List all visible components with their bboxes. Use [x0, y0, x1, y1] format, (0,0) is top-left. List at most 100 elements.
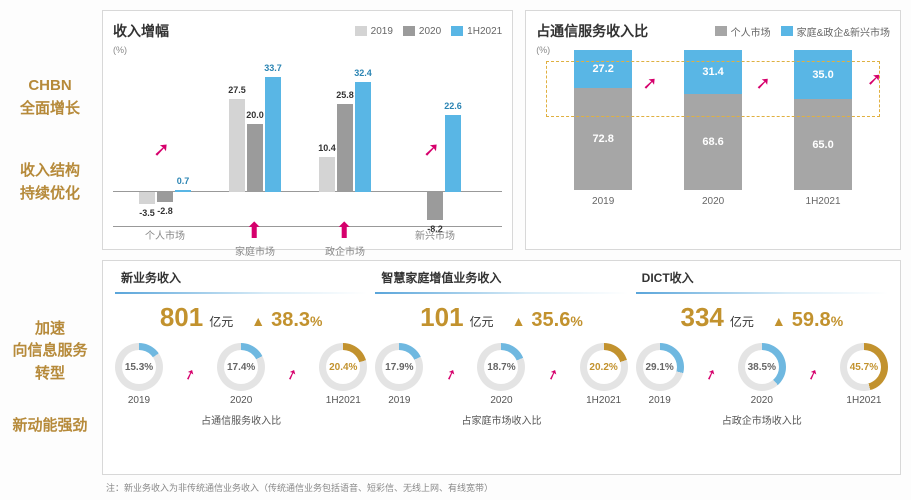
swatch: [403, 26, 415, 36]
donut: 20.2%1H2021: [580, 343, 628, 406]
metric-unit: 亿元: [209, 313, 233, 330]
donut-row: 17.9%2019➚18.7%2020➚20.2%1H2021: [375, 343, 627, 406]
donut: 45.7% 1H2021: [840, 343, 888, 406]
bottom-row: 加速向信息服务转型 新动能强劲 新业务收入801亿元▲38.3%15.3%201…: [10, 260, 901, 475]
trend-arrow-icon: ➚: [804, 365, 821, 385]
donut-pct: 45.7%: [847, 350, 881, 384]
category-label: 个人市场: [145, 227, 185, 242]
stacked-year: 2019: [592, 196, 614, 207]
donut-ring: 38.5%: [738, 343, 786, 391]
trend-arrow-icon: ➚: [442, 365, 459, 385]
legend-label: 个人市场: [731, 24, 771, 39]
bar-group: -3.5-2.80.7个人市场➚: [125, 57, 205, 226]
bar-set: 27.520.033.7: [229, 77, 281, 192]
gradient-bar: [115, 292, 367, 294]
donut-row: 29.1%2019➚38.5%2020➚45.7%1H2021: [636, 343, 888, 406]
metric-footer: 占通信服务收入比: [201, 412, 281, 427]
donut-pct: 15.3%: [122, 350, 156, 384]
donut-pct: 17.9%: [382, 350, 416, 384]
donut-year: 2019: [128, 395, 150, 406]
legend-label: 家庭&政企&新兴市场: [797, 24, 890, 39]
bar: 33.7: [265, 77, 281, 192]
label-transform: 加速向信息服务转型: [10, 318, 90, 386]
triangle-up-icon: ▲: [251, 313, 265, 329]
trend-arrow-icon: ➚: [423, 137, 440, 162]
gradient-bar: [375, 292, 627, 294]
bar-value: 27.5: [228, 85, 246, 95]
trend-arrow-icon: ➚: [284, 365, 301, 385]
metric-value: 334: [680, 302, 723, 333]
donut-pct: 20.4%: [326, 350, 360, 384]
donut: 29.1%2019: [636, 343, 684, 406]
donut: 20.4% 1H2021: [319, 343, 367, 406]
bar-value: 22.6: [444, 101, 462, 111]
label-momentum: 新动能强劲: [10, 415, 90, 438]
growth-legend: 2019 2020 1H2021: [355, 26, 503, 37]
bar: -2.8: [157, 192, 173, 202]
metric-value: 101: [420, 302, 463, 333]
legend-item: 家庭&政企&新兴市场: [781, 24, 890, 39]
category-label: 政企市场: [325, 243, 365, 258]
donut-year: 1H2021: [326, 395, 361, 406]
donut-ring: 18.7%: [477, 343, 525, 391]
metric-row: 801亿元▲38.3%: [115, 302, 367, 333]
swatch: [355, 26, 367, 36]
bar-value: -2.8: [157, 206, 173, 216]
bar: 27.5: [229, 99, 245, 193]
share-header: 占通信服务收入比 个人市场家庭&政企&新兴市场: [536, 21, 890, 41]
page: CHBN全面增长 收入结构持续优化 收入增幅 201920201H2021 (%…: [0, 0, 911, 500]
donut-ring: 15.3%: [115, 343, 163, 391]
metric-growth: 59.8%: [792, 309, 843, 332]
donut-year: 1H2021: [846, 395, 881, 406]
bottom-left-labels: 加速向信息服务转型 新动能强劲: [10, 260, 90, 475]
dashed-highlight: [546, 61, 880, 117]
metric-growth: 38.3%: [271, 309, 322, 332]
triangle-up-icon: ▲: [772, 313, 786, 329]
metric-title: 新业务收入: [121, 269, 181, 286]
donut-ring: 45.7%: [840, 343, 888, 391]
share-stacked-area: 27.272.8201931.468.6202035.065.01H2021➚➚…: [536, 57, 890, 227]
trend-arrow-icon: ➚: [182, 365, 199, 385]
up-arrow-icon: ⬆: [245, 218, 263, 244]
trend-arrow-icon: ➚: [867, 69, 882, 90]
bar: -3.5: [139, 192, 155, 204]
metric-title: 智慧家庭增值业务收入: [381, 269, 501, 286]
metric-col: 智慧家庭增值业务收入101亿元▲35.6%17.9%2019➚18.7%2020…: [371, 269, 631, 468]
donut: 17.9%2019: [375, 343, 423, 406]
metric-unit: 亿元: [470, 313, 494, 330]
legend-label: 2020: [419, 26, 441, 37]
donut-year: 2020: [751, 395, 773, 406]
legend-label: 2019: [371, 26, 393, 37]
top-panels: 收入增幅 201920201H2021 (%) -3.5-2.80.7个人市场➚…: [102, 10, 901, 250]
bar: 32.4: [355, 82, 371, 192]
swatch: [781, 26, 793, 36]
gradient-bar: [636, 292, 888, 294]
legend-item: 1H2021: [451, 26, 502, 37]
growth-chart-panel: 收入增幅 201920201H2021 (%) -3.5-2.80.7个人市场➚…: [102, 10, 513, 250]
triangle-up-icon: ▲: [512, 313, 526, 329]
donut-ring: 17.9%: [375, 343, 423, 391]
bar: -8.2: [427, 192, 443, 220]
metric-footer: 占家庭市场收入比: [461, 412, 541, 427]
bar-set: -3.5-2.80.7: [139, 180, 191, 192]
donut-pct: 18.7%: [484, 350, 518, 384]
metric-growth: 35.6%: [531, 309, 582, 332]
legend-label: 1H2021: [467, 26, 502, 37]
donut-ring: 29.1%: [636, 343, 684, 391]
legend-item: 2019: [355, 26, 393, 37]
metric-unit: 亿元: [730, 313, 754, 330]
donut-row: 15.3%2019➚17.4%2020➚20.4%1H2021: [115, 343, 367, 406]
top-row: CHBN全面增长 收入结构持续优化 收入增幅 201920201H2021 (%…: [10, 10, 901, 250]
donut-pct: 17.4%: [224, 350, 258, 384]
bar-set: 10.425.832.4: [319, 82, 371, 192]
trend-arrow-icon: ➚: [153, 137, 170, 162]
bar: 0.7: [175, 190, 191, 192]
metric-footer: 占政企市场收入比: [722, 412, 802, 427]
metrics-panel: 新业务收入801亿元▲38.3%15.3%2019➚17.4%2020➚20.4…: [102, 260, 901, 475]
top-left-labels: CHBN全面增长 收入结构持续优化: [10, 10, 90, 250]
bar: 10.4: [319, 157, 335, 192]
category-label: 家庭市场: [235, 243, 275, 258]
label-chbn: CHBN全面增长: [10, 75, 90, 120]
bar-group: 10.425.832.4政企市场⬆: [305, 57, 385, 226]
stacked-year: 1H2021: [806, 196, 841, 207]
